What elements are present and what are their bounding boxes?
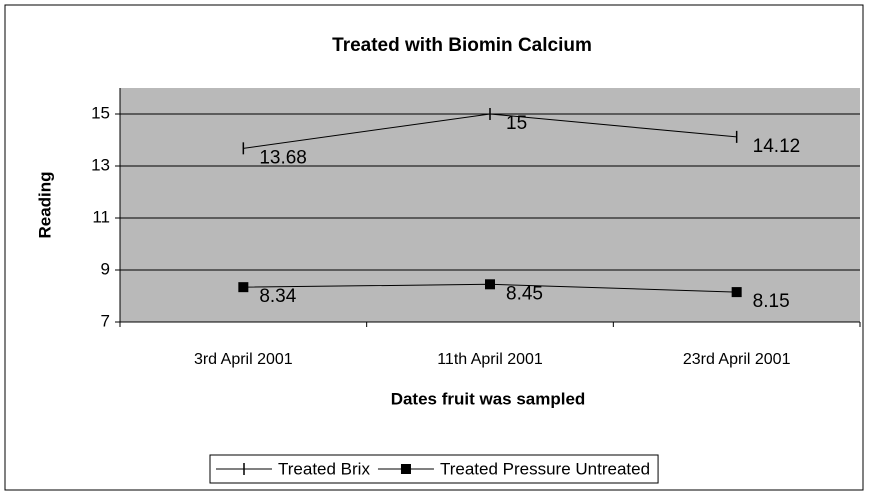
- y-tick-label: 9: [101, 259, 110, 278]
- legend-label: Treated Brix: [278, 459, 370, 478]
- legend-box: [209, 454, 659, 484]
- data-label: 8.45: [506, 283, 543, 304]
- data-label: 14.12: [753, 136, 801, 157]
- data-label: 8.34: [259, 286, 296, 307]
- chart-title: Treated with Biomin Calcium: [332, 35, 592, 56]
- legend-label: Treated Pressure Untreated: [440, 459, 650, 478]
- y-tick-label: 11: [92, 207, 110, 226]
- x-tick-label: 23rd April 2001: [683, 351, 791, 368]
- marker: [731, 287, 742, 298]
- data-label: 15: [506, 113, 527, 134]
- x-axis-label: Dates fruit was sampled: [391, 389, 586, 408]
- x-tick-label: 11th April 2001: [437, 351, 543, 368]
- marker: [238, 282, 249, 293]
- marker: [400, 464, 411, 474]
- data-label: 13.68: [259, 147, 307, 168]
- data-label: 8.15: [753, 291, 790, 312]
- y-axis-label: Reading: [35, 171, 54, 238]
- y-tick-label: 13: [91, 155, 110, 174]
- y-tick-label: 7: [101, 311, 110, 330]
- legend: Treated Brix Treated Pressure Untreated: [209, 454, 659, 484]
- marker: [485, 279, 495, 290]
- x-tick-label: 3rd April 2001: [194, 351, 293, 368]
- y-tick-label: 15: [91, 103, 110, 122]
